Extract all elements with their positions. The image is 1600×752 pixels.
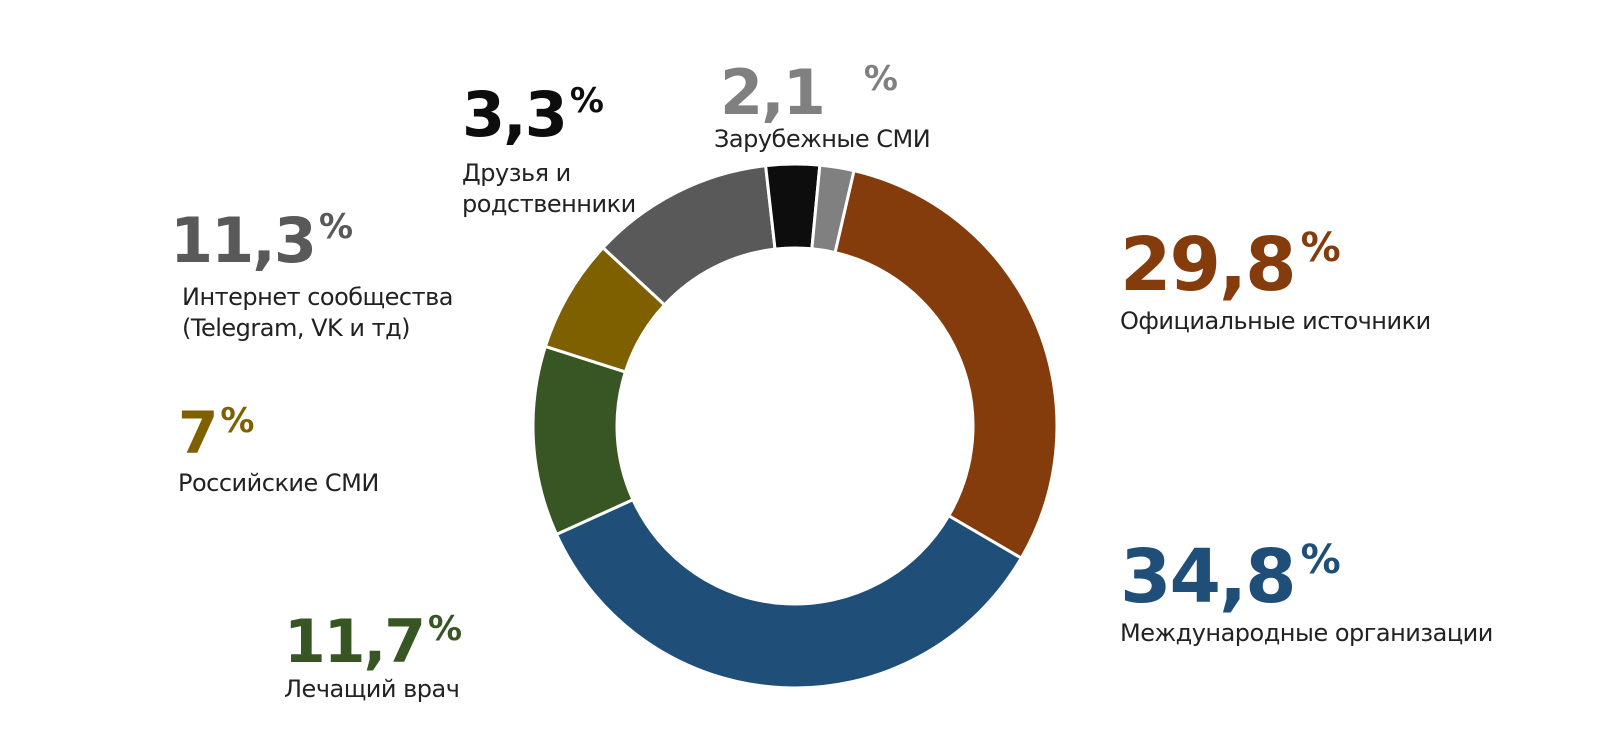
slice-value-friends-relatives: 3,3% [462, 78, 604, 151]
slice-value-internet-communities: 11,3% [170, 204, 353, 277]
donut-slice-foreign-media [810, 163, 856, 255]
donut-slice-attending-physician [531, 344, 635, 537]
donut-slice-international-orgs [554, 497, 1024, 690]
slice-label-internet-communities: Интернет сообщества (Telegram, VK и тд) [182, 283, 453, 342]
slice-value-russian-media: 7% [178, 399, 254, 467]
slice-value-international-orgs: 34,8% [1120, 534, 1341, 620]
slice-callout-friends-relatives: 3,3% Друзья и родственники [462, 84, 636, 220]
donut-slice-official-sources [833, 168, 1059, 561]
slice-value-attending-physician: 11,7% [284, 607, 462, 677]
slice-label-attending-physician: Лечащий врач [284, 675, 460, 703]
slice-label-official-sources: Официальные источники [1120, 307, 1431, 335]
slice-label-international-orgs: Международные организации [1120, 619, 1493, 647]
slice-label-friends-relatives: Друзья и родственники [462, 159, 636, 218]
slice-label-russian-media: Российские СМИ [178, 469, 379, 497]
slice-callout-attending-physician: 11,7% Лечащий врач [284, 607, 462, 705]
slice-value-foreign-media: 2,1% [720, 56, 898, 129]
slice-callout-international-orgs: 34,8% Международные организации [1120, 540, 1493, 649]
slice-label-foreign-media: Зарубежные СМИ [714, 125, 931, 153]
slice-callout-foreign-media: 2,1% Зарубежные СМИ [714, 56, 931, 155]
slice-callout-internet-communities: 11,3% Интернет сообщества (Telegram, VK … [170, 210, 453, 344]
slice-callout-russian-media: 7% Российские СМИ [178, 404, 379, 499]
slice-value-official-sources: 29,8% [1120, 222, 1341, 308]
slice-callout-official-sources: 29,8% Официальные источники [1120, 228, 1431, 337]
